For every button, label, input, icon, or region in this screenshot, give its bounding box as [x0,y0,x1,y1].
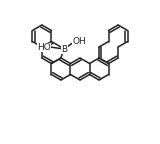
Text: OH: OH [72,36,86,46]
Text: B: B [61,44,68,54]
Text: HO: HO [37,42,51,52]
